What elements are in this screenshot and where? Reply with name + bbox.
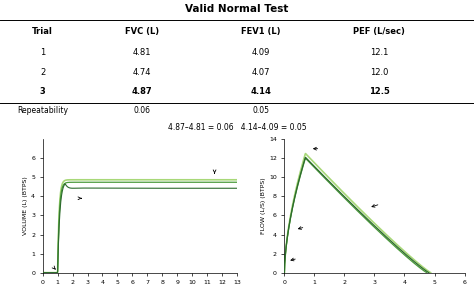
Text: FVC (L): FVC (L) <box>125 28 159 36</box>
Text: PEF (L/sec): PEF (L/sec) <box>353 28 405 36</box>
Text: 1: 1 <box>40 48 46 57</box>
Text: 4.14: 4.14 <box>250 87 271 96</box>
Text: 4.87: 4.87 <box>132 87 153 96</box>
Text: Repeatability: Repeatability <box>17 106 68 115</box>
Text: Valid Normal Test: Valid Normal Test <box>185 4 289 14</box>
Y-axis label: FLOW (L/S) (BTPS): FLOW (L/S) (BTPS) <box>261 178 266 234</box>
Y-axis label: VOLUME (L) (BTPS): VOLUME (L) (BTPS) <box>23 177 28 235</box>
Text: 4.81: 4.81 <box>133 48 152 57</box>
Text: 0.05: 0.05 <box>252 106 269 115</box>
Text: 12.1: 12.1 <box>370 48 388 57</box>
Text: 4.74: 4.74 <box>133 68 152 77</box>
Text: 4.09: 4.09 <box>252 48 270 57</box>
Text: 0.06: 0.06 <box>134 106 151 115</box>
Text: 4.87–4.81 = 0.06   4.14–4.09 = 0.05: 4.87–4.81 = 0.06 4.14–4.09 = 0.05 <box>168 123 306 132</box>
Text: 12.5: 12.5 <box>369 87 390 96</box>
Text: 3: 3 <box>40 87 46 96</box>
Text: 12.0: 12.0 <box>370 68 388 77</box>
Text: 4.07: 4.07 <box>251 68 270 77</box>
Text: FEV1 (L): FEV1 (L) <box>241 28 281 36</box>
Text: Trial: Trial <box>32 28 53 36</box>
Text: 2: 2 <box>40 68 46 77</box>
